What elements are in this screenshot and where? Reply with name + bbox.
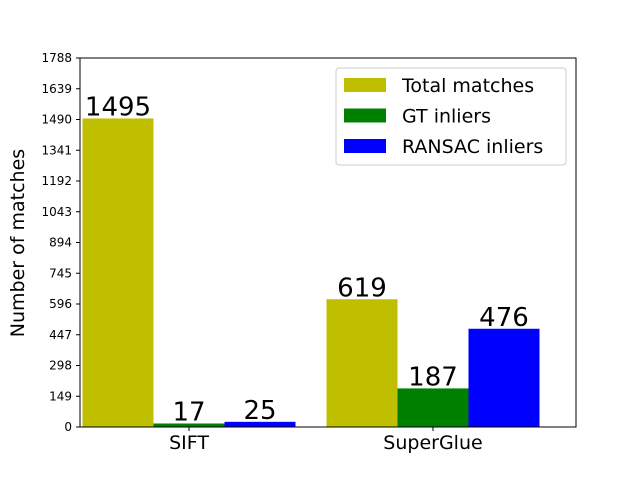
y-tick-label: 1639 [41,82,72,96]
y-tick-label: 298 [49,359,72,373]
legend-swatch [344,78,386,92]
bar [224,421,296,427]
y-tick-label: 1341 [41,143,72,157]
data-label: 1495 [85,92,151,122]
bar [326,299,398,427]
y-tick-label: 149 [49,389,72,403]
y-tick-label: 1788 [41,51,72,65]
y-tick-label: 447 [49,328,72,342]
data-label: 17 [172,397,205,427]
y-tick-label: 1192 [41,174,72,188]
bar [82,118,154,427]
y-axis-label: Number of matches [7,149,29,337]
data-label: 476 [479,303,529,333]
bar [397,388,469,427]
bar [468,328,540,427]
y-tick-label: 1490 [41,113,72,127]
bar [153,423,225,427]
legend-swatch [344,139,386,153]
y-tick-label: 894 [49,236,72,250]
legend-swatch [344,108,386,123]
data-label: 187 [408,362,458,392]
legend-label: GT inliers [402,106,491,128]
legend-label: RANSAC inliers [402,136,543,158]
data-label: 25 [243,396,276,426]
y-tick-label: 0 [64,420,72,434]
legend-box [335,67,567,166]
y-tick-label: 596 [49,297,72,311]
x-tick-label: SuperGlue [383,432,482,454]
y-tick-label: 745 [49,266,72,280]
data-label: 619 [337,273,387,303]
x-tick-label: SIFT [169,432,209,454]
y-tick-label: 1043 [41,205,72,219]
legend-label: Total matches [401,75,534,97]
